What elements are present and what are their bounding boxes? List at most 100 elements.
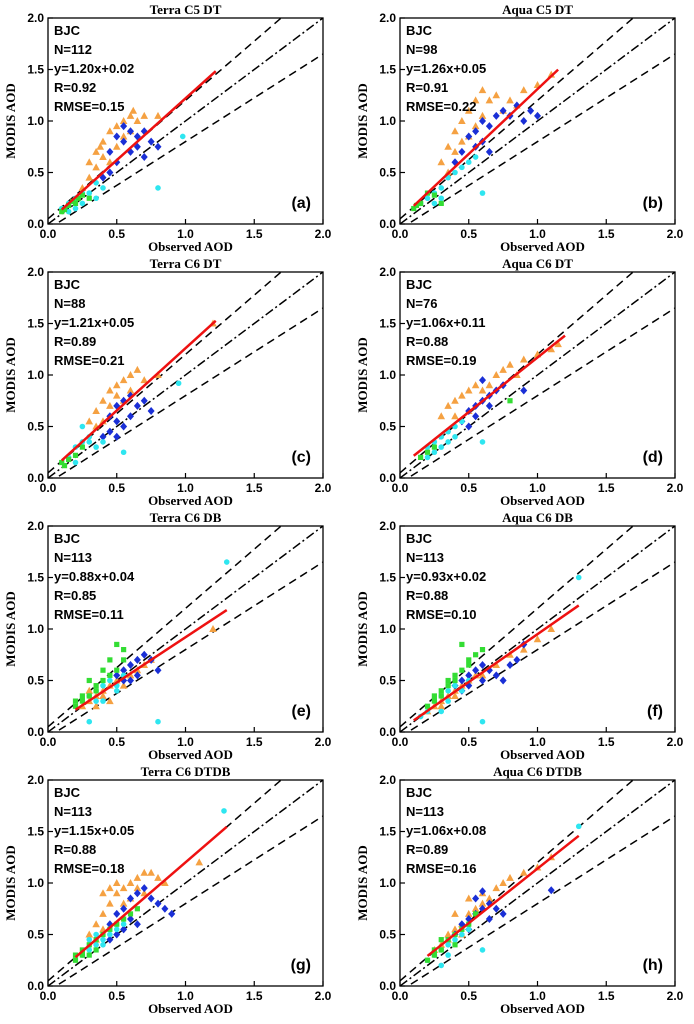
data-point-green (93, 683, 99, 689)
data-point-blue (458, 676, 466, 685)
data-point-orange (161, 879, 169, 886)
data-point-green (79, 693, 85, 699)
x-tick-label: 2.0 (315, 481, 332, 495)
data-point-cyan (79, 200, 86, 207)
data-point-blue (506, 661, 514, 670)
data-point-blue (120, 422, 128, 431)
data-point-cyan (72, 205, 79, 212)
data-point-cyan (120, 449, 127, 456)
data-point-cyan (431, 200, 438, 207)
data-point-blue (127, 661, 134, 670)
data-point-orange (99, 137, 107, 145)
y-axis-label: MODIS AOD (3, 337, 18, 412)
y-tick-label: 2.0 (27, 773, 44, 787)
data-point-orange (126, 386, 135, 394)
data-point-orange (119, 376, 128, 384)
data-point-green (86, 693, 92, 699)
data-point-green (445, 683, 451, 689)
stats-line: BJC (406, 531, 433, 546)
data-point-orange (112, 142, 121, 150)
x-tick-label: 1.5 (598, 989, 615, 1003)
data-point-orange (129, 106, 138, 114)
data-point-orange (133, 873, 142, 881)
data-point-green (61, 463, 68, 469)
panel-f: 0.00.0 0.5 0.5 1.0 1.0 1.5 1.5 2.0 2.0 Aqua C6 DB… (355, 510, 684, 762)
data-point-orange (99, 691, 107, 699)
stats-line: R=0.88 (406, 588, 448, 603)
x-tick-label: 2.0 (667, 989, 684, 1003)
x-tick-label: 1.5 (246, 989, 263, 1003)
x-tick-label: 1.0 (529, 227, 546, 241)
data-point-orange (499, 365, 507, 373)
y-tick-label: 0.0 (379, 979, 396, 993)
panel-c: 0.00.0 0.5 0.5 1.0 1.0 1.5 1.5 2.0 2.0 Terra C6 D… (3, 256, 332, 508)
data-point-cyan (452, 434, 458, 440)
data-point-blue (479, 661, 486, 670)
data-point-cyan (100, 439, 106, 445)
y-tick-label: 1.5 (379, 825, 396, 839)
data-point-green (61, 206, 68, 213)
plot-area (400, 272, 675, 478)
data-point-orange (437, 412, 446, 420)
data-point-green (66, 202, 72, 209)
data-point-orange (119, 132, 128, 140)
panel-g: 0.00.0 0.5 0.5 1.0 1.0 1.5 1.5 2.0 2.0 Terra C6 D… (3, 764, 332, 1016)
stats-line: N=113 (406, 804, 444, 819)
data-point-blue (133, 889, 141, 898)
regression-line (60, 319, 217, 462)
data-point-orange (485, 894, 494, 902)
x-tick-label: 0.5 (460, 227, 477, 241)
y-tick-label: 2.0 (379, 11, 396, 25)
data-point-cyan (86, 947, 93, 953)
y-tick-label: 0.5 (27, 420, 44, 434)
data-point-blue (458, 147, 466, 156)
data-point-blue (485, 147, 493, 156)
data-point-green (79, 192, 85, 198)
data-point-blue (127, 676, 134, 685)
data-point-blue (133, 655, 141, 664)
data-point-cyan (93, 931, 99, 938)
data-point-cyan (107, 677, 113, 684)
upper-envelope-line (48, 526, 283, 728)
y-axis-label: MODIS AOD (355, 83, 370, 158)
data-point-orange (458, 117, 466, 124)
stats-line: N=113 (54, 550, 92, 565)
data-point-blue (472, 127, 480, 136)
x-tick-label: 0.5 (460, 735, 477, 749)
data-point-cyan (120, 921, 127, 927)
upper-envelope-line (400, 18, 635, 220)
data-point-orange (106, 884, 114, 892)
data-point-blue (127, 412, 134, 421)
stats-line: BJC (54, 23, 81, 38)
y-tick-label: 1.0 (27, 622, 44, 636)
y-tick-label: 0.5 (379, 166, 396, 180)
y-tick-label: 1.0 (379, 368, 396, 382)
data-point-orange (140, 889, 149, 897)
data-point-orange (85, 417, 94, 425)
data-point-cyan (86, 718, 93, 725)
y-tick-label: 1.5 (27, 63, 44, 77)
data-point-blue (513, 655, 521, 664)
y-tick-label: 2.0 (379, 773, 396, 787)
stats-line: BJC (54, 531, 81, 546)
data-point-blue (465, 132, 473, 141)
data-point-cyan (93, 942, 99, 948)
data-point-orange (106, 401, 114, 409)
data-point-orange (451, 127, 459, 135)
data-point-orange (112, 381, 121, 389)
data-point-green (66, 456, 72, 463)
data-point-orange (478, 386, 487, 394)
data-point-cyan (86, 936, 93, 943)
lower-envelope-line (406, 561, 675, 732)
data-point-green (424, 449, 431, 455)
y-tick-label: 1.0 (27, 876, 44, 890)
plot-area (48, 18, 323, 224)
data-point-cyan (100, 682, 106, 689)
data-point-cyan (72, 459, 79, 466)
data-point-blue (127, 127, 134, 136)
data-point-orange (464, 386, 473, 394)
regression-line (412, 334, 566, 457)
data-point-blue (492, 904, 500, 913)
data-point-orange (519, 355, 528, 363)
stats-line: R=0.85 (54, 588, 96, 603)
